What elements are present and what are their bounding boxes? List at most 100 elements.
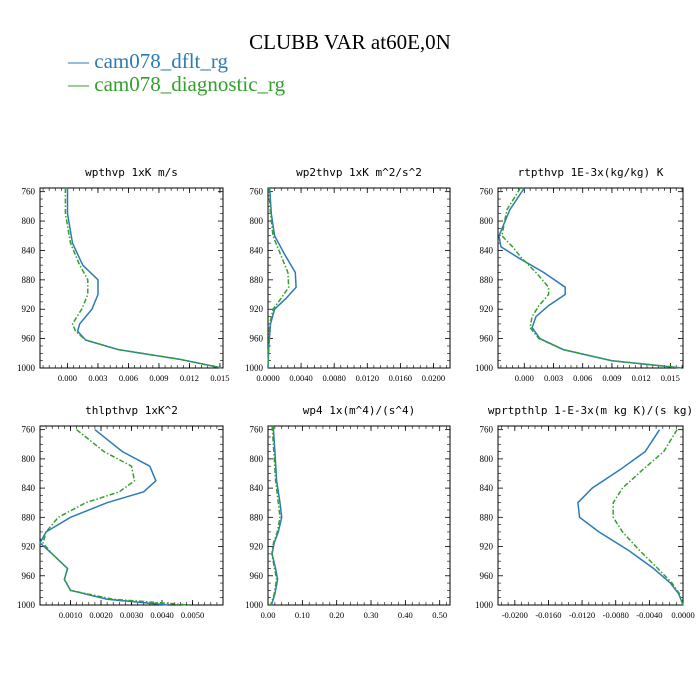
panel-4: wp4 1x(m^4)/(s^4)76080084088092096010000… — [245, 404, 451, 620]
x-tick-label: 0.009 — [602, 373, 621, 383]
y-tick-label: 800 — [480, 454, 494, 464]
series-line-diagnostic — [64, 188, 223, 369]
series-line-diagnostic — [501, 187, 683, 369]
plot-frame — [39, 425, 224, 606]
panel-title: thlpthvp 1xK^2 — [85, 404, 178, 417]
y-tick-label: 920 — [22, 542, 36, 552]
y-tick-label: 1000 — [245, 600, 264, 610]
x-tick-label: 0.20 — [329, 610, 344, 620]
x-tick-label: 0.00 — [261, 610, 276, 620]
x-tick-label: 0.0040 — [289, 373, 312, 383]
y-tick-label: 920 — [480, 304, 494, 314]
y-tick-label: 800 — [22, 454, 36, 464]
y-tick-label: 800 — [250, 454, 264, 464]
y-tick-label: 800 — [22, 216, 36, 226]
y-tick-label: 760 — [250, 425, 264, 435]
y-tick-label: 960 — [22, 571, 36, 581]
y-tick-label: 840 — [250, 245, 264, 255]
x-tick-label: 0.012 — [632, 373, 651, 383]
series-line-diagnostic — [267, 187, 290, 369]
series-line-dflt — [577, 429, 684, 606]
y-tick-label: 960 — [250, 571, 264, 581]
series-line-dflt — [39, 429, 169, 606]
y-tick-label: 840 — [480, 245, 494, 255]
x-tick-label: 0.012 — [180, 373, 199, 383]
legend-entry-diagnostic: — cam078_diagnostic_rg — [68, 72, 286, 96]
y-tick-label: 920 — [250, 542, 264, 552]
y-tick-label: 840 — [22, 245, 36, 255]
x-tick-label: 0.10 — [295, 610, 310, 620]
x-tick-label: 0.006 — [573, 373, 592, 383]
x-tick-label: 0.0160 — [389, 373, 412, 383]
x-tick-label: 0.000 — [58, 373, 77, 383]
y-tick-label: 760 — [480, 425, 494, 435]
x-tick-label: 0.015 — [210, 373, 229, 383]
y-tick-label: 960 — [480, 334, 494, 344]
series-line-dflt — [267, 187, 297, 369]
plot-frame — [39, 187, 224, 369]
y-tick-label: 880 — [22, 512, 36, 522]
y-tick-label: 920 — [250, 304, 264, 314]
x-tick-label: -0.0200 — [502, 610, 528, 620]
x-tick-label: 0.0030 — [120, 610, 143, 620]
y-tick-label: 760 — [22, 425, 36, 435]
y-tick-label: 920 — [480, 542, 494, 552]
series-line-diagnostic — [269, 425, 281, 606]
y-tick-label: 840 — [250, 483, 264, 493]
y-tick-label: 760 — [250, 187, 264, 197]
figure-title: CLUBB VAR at60E,0N — [249, 30, 451, 54]
y-tick-label: 960 — [250, 334, 264, 344]
y-tick-label: 960 — [22, 334, 36, 344]
plot-frame — [497, 425, 684, 606]
x-tick-label: 0.0040 — [150, 610, 173, 620]
y-tick-label: 880 — [250, 512, 264, 522]
panel-3: thlpthvp 1xK^2 760 800 840 880 920 960 1000 0.00… — [17, 404, 224, 620]
y-tick-label: 800 — [250, 216, 264, 226]
x-tick-label: 0.015 — [661, 373, 680, 383]
panel-5: wprtpthlp 1-E-3x(m kg K)/(s kg) 760 800 840… — [475, 404, 695, 620]
y-tick-label: 840 — [480, 483, 494, 493]
y-tick-label: 760 — [22, 187, 36, 197]
y-tick-label: 1000 — [17, 600, 36, 610]
series-line-diagnostic — [612, 429, 684, 606]
panel-title: wprtpthlp 1-E-3x(m kg K)/(s kg) — [488, 404, 693, 417]
x-tick-label: 0.0020 — [89, 610, 112, 620]
y-tick-label: 760 — [480, 187, 494, 197]
series-line-diagnostic — [42, 429, 190, 606]
legend-entry-dflt: — cam078_dflt_rg — [68, 49, 229, 73]
series-line-dflt — [270, 425, 283, 606]
x-tick-label: 0.0050 — [181, 610, 204, 620]
x-tick-label: 0.40 — [398, 610, 413, 620]
x-tick-label: 0.0000 — [671, 610, 694, 620]
series-line-dflt — [498, 187, 683, 369]
plot-frame — [267, 187, 451, 369]
y-tick-label: 920 — [22, 304, 36, 314]
panel-title: rtpthvp 1E-3x(kg/kg) K — [518, 166, 664, 179]
x-tick-label: 0.009 — [149, 373, 168, 383]
y-tick-label: 1000 — [17, 363, 36, 373]
y-tick-label: 880 — [22, 275, 36, 285]
y-tick-label: 880 — [480, 275, 494, 285]
y-tick-label: 880 — [250, 275, 264, 285]
y-tick-label: 1000 — [475, 600, 494, 610]
panel-0: wpthvp 1xK m/s 760 800 840 880 920 960 1000 0.00… — [17, 166, 230, 383]
plot-frame — [267, 425, 451, 606]
plot-frame — [497, 187, 684, 369]
x-tick-label: 0.30 — [364, 610, 379, 620]
x-tick-label: 0.003 — [544, 373, 563, 383]
y-tick-label: 1000 — [245, 363, 264, 373]
panel-title: wp4 1x(m^4)/(s^4) — [303, 404, 416, 417]
panel-title: wp2thvp 1xK m^2/s^2 — [296, 166, 422, 179]
x-tick-label: 0.0080 — [322, 373, 345, 383]
x-tick-label: 0.003 — [88, 373, 107, 383]
panel-title: wpthvp 1xK m/s — [85, 166, 178, 179]
x-tick-label: -0.0040 — [636, 610, 662, 620]
y-tick-label: 880 — [480, 512, 494, 522]
x-tick-label: 0.0000 — [256, 373, 279, 383]
series-line-dflt — [66, 188, 223, 369]
x-tick-label: 0.0010 — [59, 610, 82, 620]
y-tick-label: 800 — [480, 216, 494, 226]
x-tick-label: 0.0120 — [356, 373, 379, 383]
panel-1: wp2thvp 1xK m^2/s^2 760 800 840 880 920 960 100… — [245, 166, 451, 383]
